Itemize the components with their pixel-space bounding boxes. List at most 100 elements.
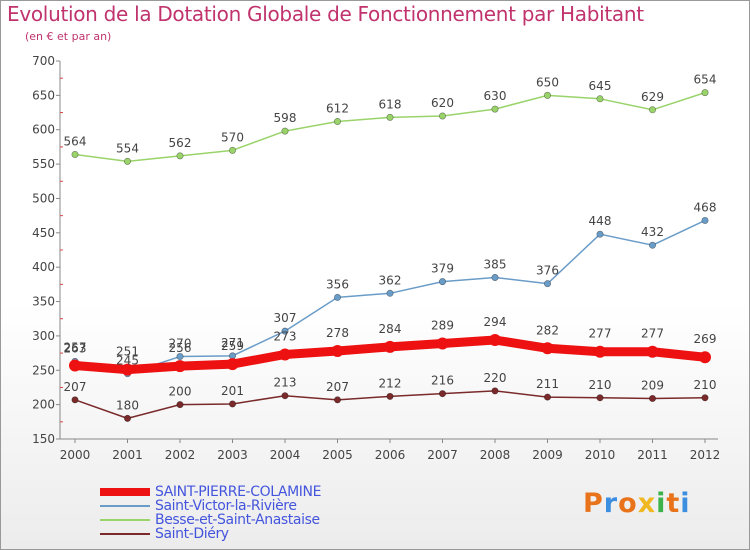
x-tick-label: 2004 xyxy=(270,448,301,462)
data-point xyxy=(701,394,709,402)
data-label: 263 xyxy=(64,341,87,355)
logo-letter: P xyxy=(583,488,604,519)
x-tick-label: 2002 xyxy=(165,448,196,462)
data-point xyxy=(174,360,186,373)
data-label: 216 xyxy=(431,374,454,388)
data-label: 629 xyxy=(641,90,664,104)
data-label: 564 xyxy=(64,134,87,148)
data-label: 278 xyxy=(326,326,349,340)
x-tick-label: 2005 xyxy=(322,448,353,462)
y-tick-label: 350 xyxy=(32,295,55,309)
x-tick-label: 2011 xyxy=(637,448,668,462)
data-label: 620 xyxy=(431,96,454,110)
data-point xyxy=(436,337,449,350)
data-point xyxy=(281,392,289,400)
data-label: 570 xyxy=(221,130,244,144)
data-point xyxy=(124,157,132,165)
data-point xyxy=(384,340,396,353)
data-point xyxy=(594,345,606,358)
data-point xyxy=(386,289,394,297)
data-label: 562 xyxy=(169,136,192,150)
y-tick-label: 150 xyxy=(32,432,55,446)
data-label: 213 xyxy=(274,376,297,390)
data-label: 356 xyxy=(326,277,349,291)
data-label: 385 xyxy=(484,257,507,271)
logo-letter: r xyxy=(603,488,619,519)
data-label: 379 xyxy=(431,262,454,276)
data-point xyxy=(596,394,604,402)
data-label: 618 xyxy=(379,97,402,111)
data-label: 289 xyxy=(431,318,454,332)
data-label: 282 xyxy=(536,323,559,337)
data-point xyxy=(596,230,604,238)
data-point xyxy=(333,117,341,125)
data-label: 432 xyxy=(641,225,664,239)
data-label: 200 xyxy=(169,385,192,399)
data-point xyxy=(229,146,237,154)
data-label: 210 xyxy=(694,378,717,392)
legend-swatch xyxy=(100,505,150,507)
data-label: 180 xyxy=(116,398,139,412)
data-point xyxy=(229,352,237,360)
data-label: 270 xyxy=(169,337,192,351)
y-tick-label: 300 xyxy=(32,329,55,343)
data-label: 211 xyxy=(536,377,559,391)
legend-label: Saint-Diéry xyxy=(155,526,229,542)
data-label: 468 xyxy=(694,200,717,214)
y-tick-label: 550 xyxy=(32,157,55,171)
data-point xyxy=(648,394,656,402)
data-point xyxy=(491,105,499,113)
data-label: 212 xyxy=(379,376,402,390)
data-point xyxy=(176,401,184,409)
data-point xyxy=(648,241,656,249)
data-point xyxy=(333,293,341,301)
data-label: 654 xyxy=(694,73,717,87)
data-point xyxy=(121,363,134,376)
data-label: 650 xyxy=(536,75,559,89)
x-tick-label: 2006 xyxy=(375,448,406,462)
x-tick-label: 2001 xyxy=(112,448,143,462)
chart-title: Evolution de la Dotation Globale de Fonc… xyxy=(7,2,644,26)
data-label: 554 xyxy=(116,141,139,155)
legend-label: SAINT-PIERRE-COLAMINE xyxy=(155,484,322,500)
data-point xyxy=(701,216,709,224)
data-point xyxy=(543,280,551,288)
x-tick-label: 2000 xyxy=(60,448,91,462)
data-point xyxy=(229,400,237,408)
data-point xyxy=(176,353,184,361)
data-label: 220 xyxy=(484,371,507,385)
data-point xyxy=(438,112,446,120)
data-label: 277 xyxy=(641,327,664,341)
data-label: 294 xyxy=(484,315,507,329)
data-label: 284 xyxy=(379,322,402,336)
data-point xyxy=(71,396,79,404)
data-point xyxy=(701,89,709,97)
y-tick-label: 400 xyxy=(32,260,55,274)
x-tick-label: 2003 xyxy=(217,448,248,462)
data-point xyxy=(491,387,499,395)
y-tick-label: 250 xyxy=(32,363,55,377)
data-label: 257 xyxy=(64,340,87,354)
data-label: 277 xyxy=(589,327,612,341)
data-label: 612 xyxy=(326,101,349,115)
logo-letter: i xyxy=(656,488,667,519)
data-label: 362 xyxy=(379,273,402,287)
data-point xyxy=(226,358,239,371)
data-point xyxy=(176,152,184,160)
data-point xyxy=(71,150,79,158)
data-point xyxy=(438,278,446,286)
data-point xyxy=(69,359,81,372)
data-point xyxy=(648,106,656,114)
data-label: 256 xyxy=(169,341,192,355)
proxiti-logo: Proxiti xyxy=(583,488,691,519)
legend-swatch xyxy=(100,488,150,496)
data-point xyxy=(489,334,501,347)
data-label: 307 xyxy=(274,311,297,325)
data-label: 645 xyxy=(589,79,612,93)
logo-letter: t xyxy=(666,488,681,519)
x-tick-label: 2012 xyxy=(690,448,721,462)
data-point xyxy=(543,91,551,99)
data-label: 259 xyxy=(221,339,244,353)
data-label: 245 xyxy=(116,354,139,368)
